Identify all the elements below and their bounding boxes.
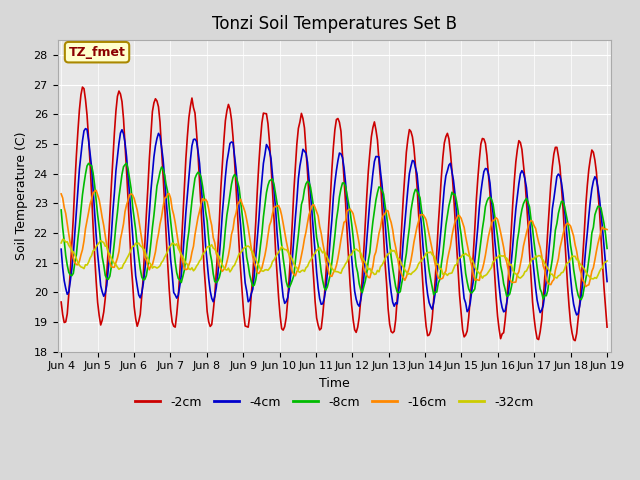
-16cm [298,252,305,258]
-8cm [249,283,257,289]
-8cm [221,226,229,232]
Y-axis label: Soil Temperature (C): Soil Temperature (C) [15,132,28,260]
-16cm [125,192,133,198]
-4cm [58,246,65,252]
-8cm [125,176,133,181]
-2cm [240,310,248,316]
-32cm [58,240,65,246]
-2cm [572,338,579,344]
-32cm [298,268,305,274]
-16cm [240,205,248,211]
-32cm [574,256,582,262]
-8cm [604,246,611,252]
Line: -32cm: -32cm [61,240,607,279]
Title: Tonzi Soil Temperatures Set B: Tonzi Soil Temperatures Set B [212,15,456,33]
-32cm [604,258,611,264]
-16cm [58,191,65,197]
Line: -8cm: -8cm [61,163,607,300]
-32cm [125,250,133,256]
-4cm [249,287,257,292]
-2cm [604,324,611,330]
-16cm [221,264,229,270]
-4cm [604,279,611,285]
Legend: -2cm, -4cm, -8cm, -16cm, -32cm: -2cm, -4cm, -8cm, -16cm, -32cm [130,391,538,414]
-16cm [582,284,589,289]
-16cm [249,254,257,260]
-2cm [298,110,305,116]
Text: TZ_fmet: TZ_fmet [68,46,125,59]
-32cm [589,276,597,282]
-2cm [79,84,86,90]
-16cm [604,227,611,232]
X-axis label: Time: Time [319,377,349,390]
-32cm [249,249,257,255]
-8cm [577,297,585,302]
-4cm [573,312,580,318]
-4cm [221,174,229,180]
-8cm [240,224,248,230]
Line: -16cm: -16cm [61,190,607,287]
-2cm [125,228,133,234]
-2cm [576,301,584,307]
-8cm [574,292,582,298]
-4cm [240,262,248,268]
-2cm [249,274,257,279]
-4cm [125,192,133,198]
-32cm [59,237,67,242]
-8cm [298,202,305,207]
Line: -2cm: -2cm [61,87,607,341]
-8cm [123,160,131,166]
-16cm [574,258,582,264]
-2cm [221,118,229,123]
-4cm [576,303,584,309]
-4cm [82,126,90,132]
-16cm [92,187,100,193]
-2cm [58,299,65,305]
-32cm [240,245,248,251]
-32cm [221,267,229,273]
Line: -4cm: -4cm [61,129,607,315]
-4cm [298,155,305,161]
-8cm [58,207,65,213]
